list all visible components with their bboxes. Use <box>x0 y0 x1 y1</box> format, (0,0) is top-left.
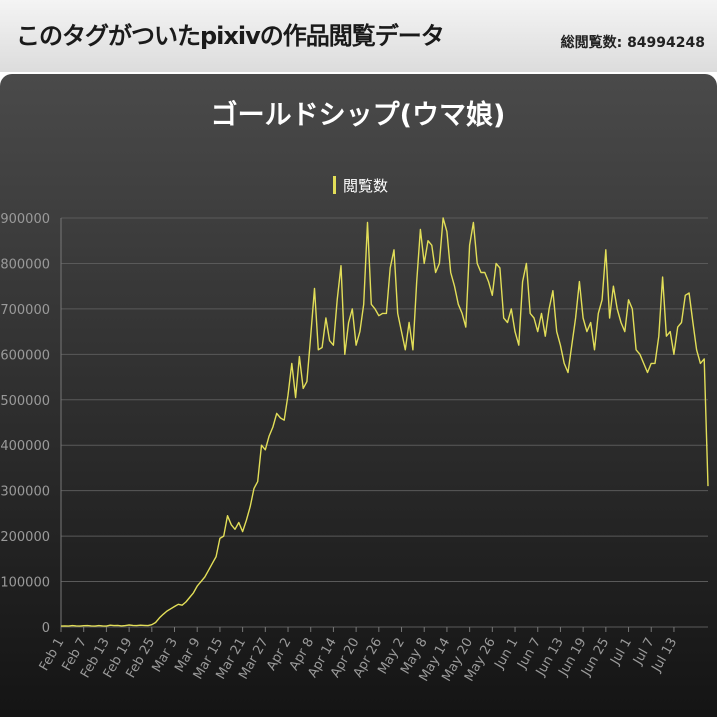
legend-swatch <box>333 176 336 194</box>
grid <box>60 217 708 628</box>
page-title: このタグがついたpixivの作品閲覧データ <box>16 22 445 50</box>
x-tick-label: Jul 1 <box>607 636 635 669</box>
y-tick-label: 400000 <box>0 439 50 454</box>
chart-title: ゴールドシップ(ウマ娘) <box>211 99 506 131</box>
y-tick-label: 100000 <box>0 576 50 591</box>
series <box>60 217 709 627</box>
y-tick-label: 600000 <box>0 348 50 363</box>
total-views: 総閲覧数: 84994248 <box>560 35 705 51</box>
y-tick-label: 200000 <box>0 530 50 545</box>
chart-panel <box>0 74 717 717</box>
page-header: このタグがついたpixivの作品閲覧データ 総閲覧数: 84994248 <box>0 0 717 72</box>
y-tick-label: 700000 <box>0 303 50 318</box>
y-tick-label: 900000 <box>0 212 50 227</box>
y-axis: 900000 800000 700000 600000 500000 400000 3000… <box>0 212 50 636</box>
x-tick-label: Jun 1 <box>492 636 522 673</box>
series-line[interactable] <box>60 217 709 627</box>
legend-label[interactable]: 閲覧数 <box>343 177 388 195</box>
y-tick-label: 800000 <box>0 257 50 272</box>
y-tick-label: 0 <box>42 621 50 636</box>
y-tick-label: 500000 <box>0 394 50 409</box>
y-tick-label: 300000 <box>0 485 50 500</box>
